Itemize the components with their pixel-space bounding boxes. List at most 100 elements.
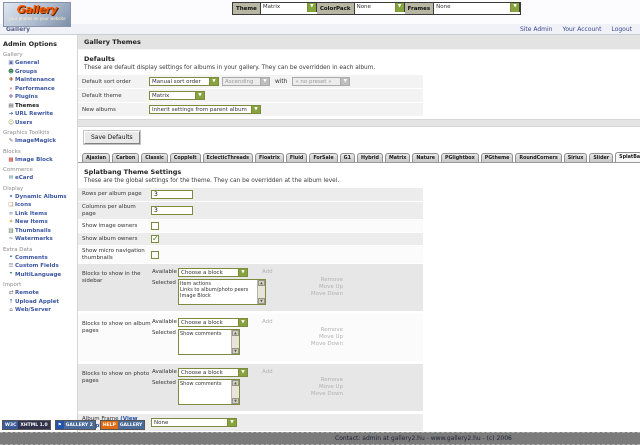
- scroll-down-icon[interactable]: ▼: [232, 348, 239, 354]
- selected-blocks-list[interactable]: Item actions Links to album/photo peers Im…: [178, 279, 266, 305]
- sidebar-item-label: Upload Applet: [15, 298, 60, 305]
- sidebar-item-groups[interactable]: ☻ Groups: [3, 68, 77, 77]
- move-up-action[interactable]: Move Up: [318, 284, 343, 290]
- sidebar-item-users[interactable]: ☺ Users: [3, 119, 77, 128]
- add-action[interactable]: Add: [262, 269, 273, 275]
- selected-blocks-list[interactable]: Show comments ▲ ▼: [178, 379, 240, 405]
- scroll-down-icon[interactable]: ▼: [232, 398, 239, 404]
- sidebar-item-remote[interactable]: ⇄ Remote: [3, 289, 77, 298]
- scroll-down-icon[interactable]: ▼: [258, 298, 265, 304]
- sidebar-item-icons[interactable]: ❏ Icons: [3, 201, 77, 210]
- rows-per-album-page-input[interactable]: [151, 190, 193, 199]
- sort-direction-select[interactable]: Ascending ▼: [222, 77, 270, 86]
- remove-action[interactable]: Remove: [320, 327, 343, 333]
- tab-forsale[interactable]: ForSale: [309, 153, 338, 162]
- sidebar-item-plugins[interactable]: ❖ Plugins: [3, 93, 77, 102]
- sidebar-item-thumbnails[interactable]: ▥ Thumbnails: [3, 227, 77, 236]
- sidebar-item-imagemagick[interactable]: ✎ ImageMagick: [3, 137, 77, 146]
- new-albums-select[interactable]: Inherit settings from parent album ▼: [149, 105, 261, 114]
- scroll-up-icon[interactable]: ▲: [232, 330, 239, 336]
- gallery-badge[interactable]: ⚑ GALLERY 2: [54, 420, 96, 430]
- move-up-action[interactable]: Move Up: [318, 384, 343, 390]
- xhtml-badge[interactable]: W3C XHTML 1.0: [2, 420, 51, 430]
- tab-eclecticthreads[interactable]: EclecticThreads: [202, 153, 254, 162]
- gallery-logo[interactable]: Gallery your photos on your website: [3, 2, 71, 27]
- sidebar-item-watermarks[interactable]: ≈ Watermarks: [3, 235, 77, 244]
- show-album-owners-checkbox[interactable]: [151, 234, 159, 243]
- add-action[interactable]: Add: [262, 319, 273, 325]
- tab-fluid[interactable]: Fluid: [285, 153, 308, 162]
- list-item[interactable]: Image Block: [180, 293, 211, 299]
- sort-preset-select[interactable]: « no preset » ▼: [292, 77, 351, 86]
- list-item[interactable]: Show comments: [180, 381, 222, 387]
- sidebar-item-url-rewrite[interactable]: ➔ URL Rewrite: [3, 110, 77, 119]
- your-account-link[interactable]: Your Account: [562, 25, 602, 33]
- available-block-select[interactable]: Choose a block ▼: [178, 368, 248, 377]
- available-block-select[interactable]: Choose a block ▼: [178, 268, 248, 277]
- show-image-owners-checkbox[interactable]: [151, 222, 159, 230]
- remove-action[interactable]: Remove: [320, 277, 343, 283]
- sidebar-item-upload-applet[interactable]: ↑ Upload Applet: [3, 298, 77, 307]
- default-theme-select[interactable]: Matrix ▼: [149, 91, 205, 100]
- scroll-up-icon[interactable]: ▲: [232, 380, 239, 386]
- sidebar-item-new-items[interactable]: ✶ New Items: [3, 218, 77, 227]
- scrollbar[interactable]: ▲ ▼: [231, 330, 239, 354]
- tab-roundcorners[interactable]: RoundCorners: [515, 153, 562, 162]
- sidebar-item-performance[interactable]: » Performance: [3, 85, 77, 94]
- sidebar-item-dynamic-albums[interactable]: ✦ Dynamic Albums: [3, 193, 77, 202]
- move-down-action[interactable]: Move Down: [310, 291, 343, 297]
- help-badge[interactable]: HELP GALLERY: [99, 420, 146, 430]
- remove-action[interactable]: Remove: [320, 377, 343, 383]
- show-micro-navigation-thumbnails-checkbox[interactable]: [151, 250, 159, 259]
- move-down-action[interactable]: Move Down: [310, 341, 343, 347]
- select-value: Choose a block: [181, 370, 223, 376]
- tab-classic[interactable]: Classic: [141, 153, 168, 162]
- scrollbar[interactable]: ▲ ▼: [257, 280, 265, 304]
- tab-siriux[interactable]: Siriux: [563, 153, 588, 162]
- list-item[interactable]: Links to album/photo peers: [180, 287, 249, 293]
- site-admin-link[interactable]: Site Admin: [519, 25, 553, 33]
- logout-link[interactable]: Logout: [611, 25, 632, 33]
- colorpack-select[interactable]: None ▼: [354, 3, 405, 12]
- tab-ajaxian[interactable]: Ajaxian: [82, 153, 110, 162]
- tab-carbon[interactable]: Carbon: [111, 153, 140, 162]
- sidebar-item-image-block[interactable]: ▦ Image Block: [3, 156, 77, 165]
- tab-g1[interactable]: G1: [339, 153, 355, 162]
- default-sort-order-select[interactable]: Manual sort order ▼: [149, 77, 219, 86]
- save-defaults-button[interactable]: Save Defaults: [84, 131, 140, 144]
- list-item[interactable]: Show comments: [180, 331, 222, 337]
- tab-coppleit[interactable]: CoppleIt: [169, 153, 201, 162]
- sidebar-item-general[interactable]: ▣ General: [3, 59, 77, 68]
- sidebar-item-multilanguage[interactable]: ❞ MultiLanguage: [3, 271, 77, 280]
- tab-pglightbox[interactable]: PGlightbox: [440, 153, 479, 162]
- breadcrumb[interactable]: Gallery: [6, 25, 31, 33]
- move-down-action[interactable]: Move Down: [310, 391, 343, 397]
- sidebar-item-comments[interactable]: ❝ Comments: [3, 254, 77, 263]
- sidebar-item-themes[interactable]: ▤ Themes: [3, 102, 77, 111]
- sidebar-item-web-server[interactable]: ⌂ Web/Server: [3, 306, 77, 315]
- selected-blocks-list[interactable]: Show comments ▲ ▼: [178, 329, 240, 355]
- tab-splatbang[interactable]: SplatBang: [615, 152, 640, 162]
- tab-slider[interactable]: Slider: [589, 153, 614, 162]
- tab-matrix[interactable]: Matrix: [384, 153, 411, 162]
- tab-floatrix[interactable]: Floatrix: [255, 153, 284, 162]
- album-frame-select[interactable]: None ▼: [151, 418, 237, 427]
- tab-hybrid[interactable]: Hybrid: [356, 153, 383, 162]
- scroll-up-icon[interactable]: ▲: [258, 280, 265, 286]
- columns-per-album-page-input[interactable]: [151, 206, 193, 215]
- sidebar-item-maintenance[interactable]: ✚ Maintenance: [3, 76, 77, 85]
- scrollbar[interactable]: ▲ ▼: [231, 380, 239, 404]
- tab-pgtheme[interactable]: PGtheme: [480, 153, 514, 162]
- theme-select[interactable]: Matrix ▼: [260, 3, 317, 12]
- frames-select[interactable]: None ▼: [434, 3, 521, 12]
- available-block-select[interactable]: Choose a block ▼: [178, 318, 248, 327]
- move-up-action[interactable]: Move Up: [318, 334, 343, 340]
- view-samples-link[interactable]: (View Samples): [82, 416, 138, 429]
- sidebar-item-ecard[interactable]: ✉ eCard: [3, 174, 77, 183]
- blocks-to-show-on-photo-pages-label: Blocks to show on photo pages: [82, 371, 150, 384]
- sidebar-item-link-items[interactable]: ∞ Link Items: [3, 210, 77, 219]
- tab-nature[interactable]: Nature: [412, 153, 439, 162]
- sidebar-item-custom-fields[interactable]: ☰ Custom Fields: [3, 262, 77, 271]
- add-action[interactable]: Add: [262, 369, 273, 375]
- list-item[interactable]: Item actions: [180, 281, 211, 287]
